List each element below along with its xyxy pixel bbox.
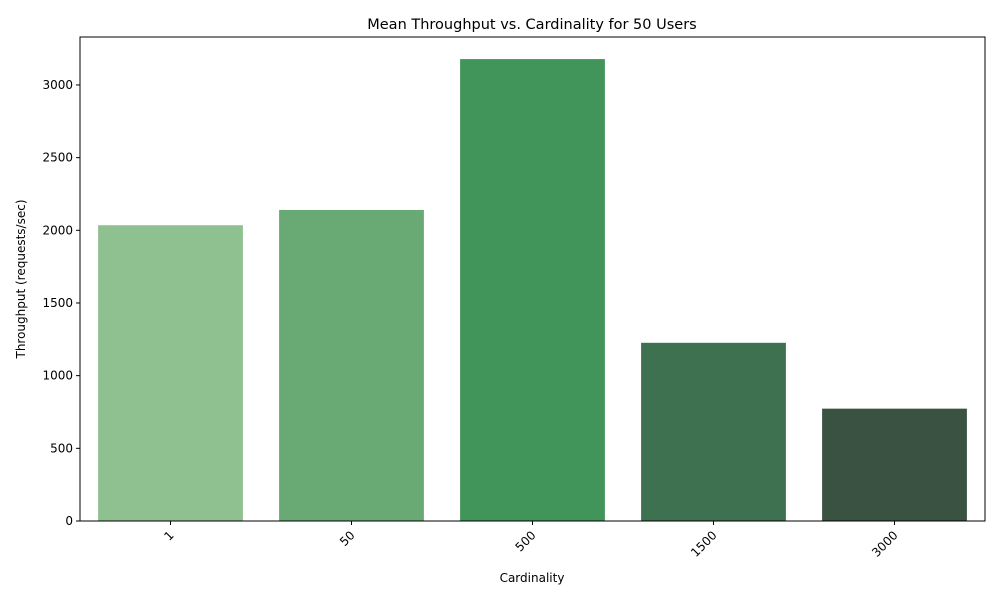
y-tick-label: 500 <box>50 441 73 455</box>
y-tick-label: 2000 <box>42 223 73 237</box>
x-tick-label: 1 <box>161 528 176 543</box>
x-axis-ticks: 1 50 500 1500 3000 <box>161 521 901 560</box>
bar-1 <box>98 225 243 521</box>
y-tick-label: 1500 <box>42 296 73 310</box>
y-tick-label: 1000 <box>42 369 73 383</box>
x-tick-label: 3000 <box>869 528 900 559</box>
x-tick-label: 50 <box>337 528 358 549</box>
plot-frame <box>79 36 986 522</box>
x-axis-title: Cardinality <box>500 571 565 585</box>
y-tick-label: 3000 <box>42 78 73 92</box>
y-axis-ticks: 0 500 1000 1500 2000 2500 3000 <box>42 78 80 528</box>
x-tick-label: 500 <box>513 528 539 554</box>
bars-layer <box>98 59 967 522</box>
bar-50 <box>279 209 424 521</box>
y-tick-label: 0 <box>65 514 73 528</box>
y-tick-label: 2500 <box>42 151 73 165</box>
y-axis-title: Throughput (requests/sec) <box>14 199 28 359</box>
x-tick-label: 1500 <box>688 528 719 559</box>
bar-500 <box>460 59 605 522</box>
bar-3000 <box>822 408 967 521</box>
bar-1500 <box>641 342 786 521</box>
chart-title: Mean Throughput vs. Cardinality for 50 U… <box>367 17 696 33</box>
